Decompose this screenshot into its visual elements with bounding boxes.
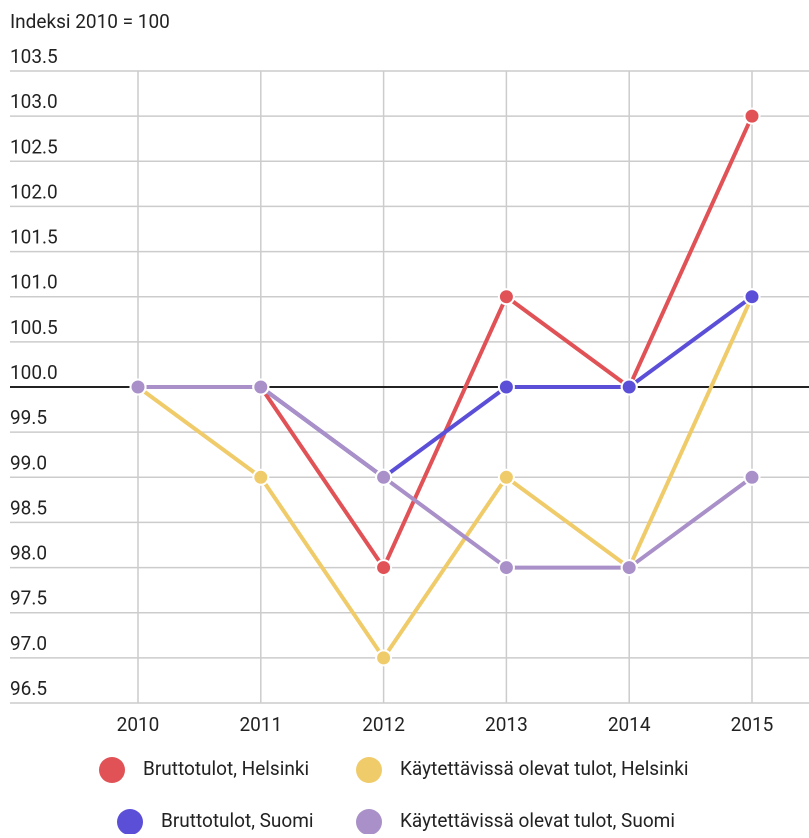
legend-label: Käytettävissä olevat tulot, Suomi bbox=[400, 809, 675, 832]
legend-label: Bruttotulot, Suomi bbox=[161, 809, 314, 832]
data-point bbox=[375, 468, 393, 486]
y-tick-label: 102.0 bbox=[10, 180, 58, 203]
y-tick-label: 99.5 bbox=[10, 406, 47, 429]
data-point bbox=[497, 559, 515, 577]
data-point bbox=[743, 107, 761, 125]
data-point bbox=[375, 559, 393, 577]
series-line bbox=[136, 295, 754, 662]
data-point bbox=[497, 468, 515, 486]
y-tick-label: 103.5 bbox=[10, 45, 58, 68]
legend-marker bbox=[117, 809, 143, 835]
legend-label: Bruttotulot, Helsinki bbox=[143, 757, 309, 780]
data-point bbox=[129, 378, 147, 396]
x-tick-label: 2012 bbox=[362, 713, 405, 736]
y-tick-label: 98.5 bbox=[10, 496, 47, 519]
data-point bbox=[743, 288, 761, 306]
data-point bbox=[497, 288, 515, 306]
x-tick-label: 2010 bbox=[117, 713, 160, 736]
legend-marker bbox=[99, 757, 125, 783]
y-tick-label: 101.0 bbox=[10, 271, 58, 294]
y-tick-label: 99.0 bbox=[10, 451, 47, 474]
y-tick-label: 98.0 bbox=[10, 542, 47, 565]
x-tick-label: 2011 bbox=[239, 713, 282, 736]
data-point bbox=[252, 468, 270, 486]
y-tick-label: 102.5 bbox=[10, 135, 58, 158]
data-point bbox=[620, 559, 638, 577]
y-tick-label: 96.5 bbox=[10, 677, 47, 700]
x-tick-label: 2014 bbox=[608, 713, 651, 736]
series-line bbox=[138, 385, 754, 570]
data-point bbox=[375, 649, 393, 667]
y-tick-label: 100.0 bbox=[10, 361, 58, 384]
y-tick-label: 103.0 bbox=[10, 90, 58, 113]
x-tick-label: 2013 bbox=[485, 713, 528, 736]
chart-title: Indeksi 2010 = 100 bbox=[10, 10, 170, 33]
legend-label: Käytettävissä olevat tulot, Helsinki bbox=[400, 757, 688, 780]
legend-marker bbox=[356, 757, 382, 783]
x-tick-label: 2015 bbox=[731, 713, 774, 736]
data-point bbox=[743, 468, 761, 486]
data-point bbox=[497, 378, 515, 396]
y-tick-label: 100.5 bbox=[10, 316, 58, 339]
legend-marker bbox=[356, 809, 382, 835]
y-tick-label: 101.5 bbox=[10, 226, 58, 249]
y-tick-label: 97.5 bbox=[10, 587, 47, 610]
data-point bbox=[620, 378, 638, 396]
data-point bbox=[252, 378, 270, 396]
y-tick-label: 97.0 bbox=[10, 632, 47, 655]
